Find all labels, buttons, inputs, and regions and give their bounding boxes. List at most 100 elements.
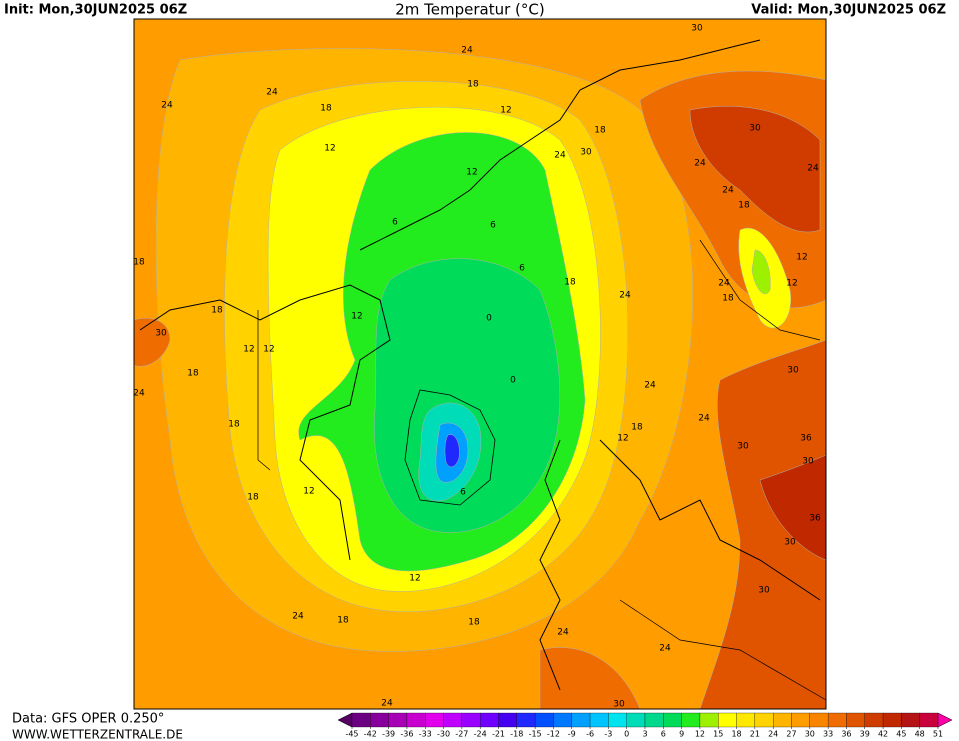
contour-label: 30 bbox=[749, 124, 761, 134]
colorbar-label: 18 bbox=[731, 730, 741, 739]
contour-label: 30 bbox=[580, 148, 592, 158]
contour-label: 18 bbox=[594, 126, 606, 136]
contour-label: 0 bbox=[510, 376, 516, 386]
colorbar-swatch bbox=[571, 712, 591, 728]
colorbar-swatch bbox=[626, 712, 646, 728]
colorbar-swatch bbox=[351, 712, 371, 728]
contour-label: 30 bbox=[802, 457, 814, 467]
contour-label: 12 bbox=[617, 434, 628, 444]
colorbar-swatch bbox=[699, 712, 719, 728]
colorbar-swatch bbox=[773, 712, 792, 728]
contour-label: 6 bbox=[392, 218, 398, 228]
colorbar-swatch bbox=[827, 712, 847, 728]
contour-label: 12 bbox=[466, 168, 477, 178]
contour-label: 24 bbox=[644, 381, 656, 391]
temperature-zone bbox=[689, 106, 821, 233]
temperature-zone bbox=[134, 317, 171, 367]
colorbar-label: 24 bbox=[768, 730, 778, 739]
colorbar-label: 21 bbox=[750, 730, 760, 739]
init-time: Init: Mon,30JUN2025 06Z bbox=[4, 3, 187, 18]
contour-label: 24 bbox=[292, 612, 304, 622]
contour-label: 12 bbox=[263, 345, 274, 355]
colorbar-label: 39 bbox=[860, 730, 870, 739]
contour-label: 24 bbox=[718, 279, 730, 289]
colorbar-swatch bbox=[919, 712, 939, 728]
colorbar-label: 15 bbox=[713, 730, 723, 739]
colorbar-swatch bbox=[754, 712, 774, 728]
contour-label: 24 bbox=[557, 628, 569, 638]
colorbar-swatch bbox=[406, 712, 426, 728]
colorbar-high-arrow bbox=[937, 712, 953, 728]
contour-label: 24 bbox=[266, 88, 278, 98]
colorbar-swatch bbox=[443, 712, 463, 728]
contour-label: 24 bbox=[698, 414, 710, 424]
colorbar-swatch bbox=[809, 712, 829, 728]
contour-label: 18 bbox=[133, 258, 145, 268]
contour-label: 24 bbox=[161, 101, 173, 111]
contour-label: 18 bbox=[722, 294, 734, 304]
contour-label: 30 bbox=[737, 442, 749, 452]
colorbar-swatch bbox=[370, 712, 389, 728]
contour-label: 12 bbox=[303, 487, 314, 497]
contour-label: 18 bbox=[468, 618, 480, 628]
coastlines bbox=[139, 39, 826, 701]
colorbar-label: -9 bbox=[568, 730, 576, 739]
colorbar-swatch bbox=[608, 712, 627, 728]
colorbar-swatch bbox=[480, 712, 499, 728]
colorbar-label: 33 bbox=[823, 730, 833, 739]
colorbar-label: -45 bbox=[345, 730, 358, 739]
colorbar-label: 6 bbox=[661, 730, 666, 739]
colorbar-label: 30 bbox=[805, 730, 815, 739]
colorbar-label: -42 bbox=[364, 730, 377, 739]
contour-label: 24 bbox=[554, 151, 566, 161]
contour-label: 36 bbox=[809, 514, 821, 524]
contour-label: 30 bbox=[613, 700, 625, 710]
colorbar-swatch bbox=[718, 712, 737, 728]
colorbar-swatch bbox=[516, 712, 536, 728]
contour-label: 24 bbox=[381, 699, 393, 709]
contour-label: 30 bbox=[758, 586, 770, 596]
contour-label: 12 bbox=[786, 279, 797, 289]
contour-label: 18 bbox=[320, 104, 332, 114]
contour-label: 0 bbox=[486, 314, 492, 324]
colorbar-swatch bbox=[461, 712, 481, 728]
contour-label: 18 bbox=[631, 423, 643, 433]
contour-label: 18 bbox=[467, 80, 479, 90]
valid-time: Valid: Mon,30JUN2025 06Z bbox=[751, 3, 946, 18]
colorbar-label: -21 bbox=[492, 730, 505, 739]
temperature-zone bbox=[751, 249, 771, 295]
colorbar-label: 36 bbox=[841, 730, 851, 739]
colorbar-label: 0 bbox=[624, 730, 629, 739]
contour-label: 30 bbox=[784, 538, 796, 548]
site-name: WWW.WETTERZENTRALE.DE bbox=[12, 728, 183, 741]
temperature-field bbox=[134, 19, 826, 709]
colorbar-label: -24 bbox=[474, 730, 487, 739]
contour-label: 24 bbox=[722, 186, 734, 196]
colorbar: -45 -42 -39 -36 -33 -30 -27 -24 -21 -18 -15 -12 -9 -6… bbox=[337, 712, 953, 739]
map-frame bbox=[133, 18, 827, 710]
colorbar-swatch bbox=[644, 712, 664, 728]
colorbar-label: 42 bbox=[878, 730, 888, 739]
contour-label: 24 bbox=[807, 164, 819, 174]
contour-label: 12 bbox=[351, 312, 362, 322]
colorbar-swatch bbox=[388, 712, 408, 728]
colorbar-swatch bbox=[553, 712, 572, 728]
colorbar-swatch bbox=[882, 712, 902, 728]
colorbar-swatch bbox=[901, 712, 920, 728]
colorbar-label: -6 bbox=[586, 730, 594, 739]
colorbar-swatch bbox=[663, 712, 682, 728]
colorbar-label: -15 bbox=[529, 730, 542, 739]
colorbar-swatch bbox=[589, 712, 609, 728]
colorbar-label: -12 bbox=[547, 730, 560, 739]
contour-label: 18 bbox=[738, 201, 750, 211]
data-source: Data: GFS OPER 0.250° bbox=[12, 712, 164, 727]
contour-label: 6 bbox=[460, 488, 466, 498]
colorbar-low-arrow bbox=[337, 712, 353, 728]
colorbar-label: -18 bbox=[510, 730, 523, 739]
contour-label: 24 bbox=[659, 644, 671, 654]
colorbar-label: 3 bbox=[642, 730, 647, 739]
colorbar-swatch bbox=[846, 712, 865, 728]
